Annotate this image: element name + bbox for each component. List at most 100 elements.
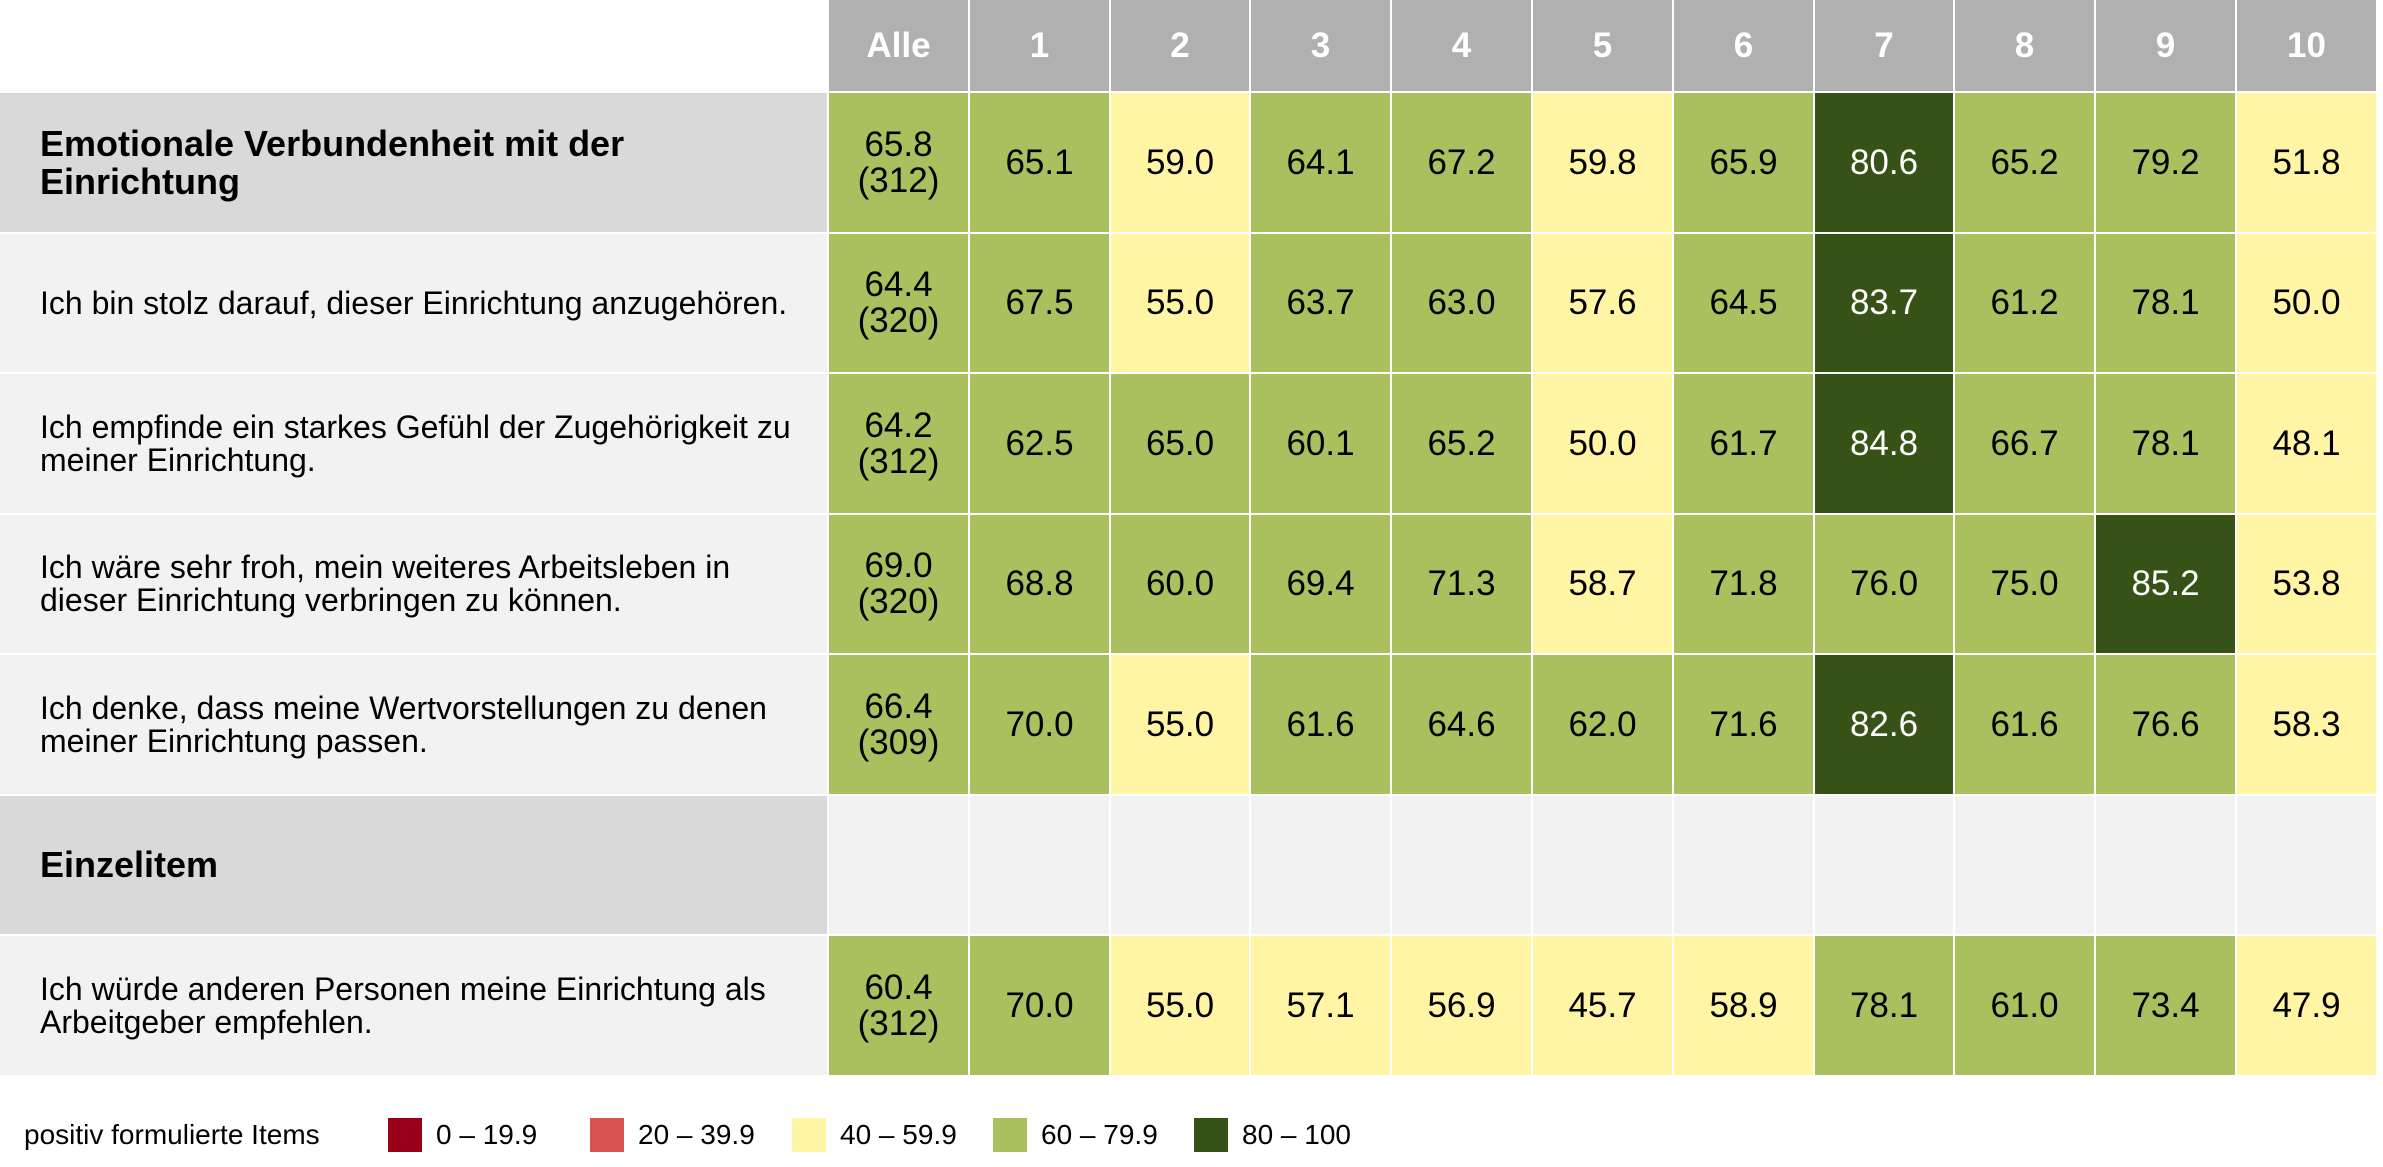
value-cell: 78.1 bbox=[1815, 936, 1953, 1075]
value-label: 62.0 bbox=[1568, 704, 1637, 744]
value-cell: 71.8 bbox=[1674, 515, 1813, 653]
value-cell: 60.4 (312) bbox=[829, 936, 968, 1075]
value-cell: 57.6 bbox=[1533, 234, 1672, 372]
color-legend bbox=[0, 1084, 2383, 1167]
row-label-text: Einzelitem bbox=[40, 844, 219, 885]
sample-size-label: (320) bbox=[857, 301, 940, 340]
value-cell: 71.3 bbox=[1392, 515, 1531, 653]
sample-size-label: (312) bbox=[857, 160, 940, 200]
value-label: 71.3 bbox=[1427, 564, 1496, 603]
value-label: 76.0 bbox=[1849, 564, 1919, 603]
value-label: 78.1 bbox=[1849, 985, 1919, 1025]
value-label: 75.0 bbox=[1990, 564, 2059, 603]
item-label: Ich empfinde ein starkes Gefühl der Zuge… bbox=[0, 374, 827, 513]
item-label: Ich denke, dass meine Wertvorstellungen … bbox=[0, 655, 827, 794]
value-label: 55.0 bbox=[1145, 704, 1215, 744]
value-cell: 61.6 bbox=[1251, 655, 1390, 794]
value-cell: 70.0 bbox=[970, 655, 1109, 794]
value-label: 84.8 bbox=[1849, 423, 1919, 463]
value-label: 69.0 bbox=[864, 546, 933, 585]
row-label-text: Ich wäre sehr froh, mein weiteres Arbeit… bbox=[40, 549, 731, 618]
value-label: 82.6 bbox=[1849, 704, 1919, 744]
value-label: 66.7 bbox=[1990, 423, 2059, 463]
value-label: 55.0 bbox=[1145, 283, 1215, 322]
value-cell: 83.7 bbox=[1815, 234, 1953, 372]
value-cell: 61.7 bbox=[1674, 374, 1813, 513]
value-label: 50.0 bbox=[2272, 283, 2341, 322]
value-cell: 53.8 bbox=[2237, 515, 2376, 653]
value-cell: 51.8 bbox=[2237, 93, 2376, 232]
empty-cell bbox=[970, 796, 1109, 934]
value-label: 73.4 bbox=[2131, 985, 2200, 1025]
value-label: 47.9 bbox=[2272, 985, 2341, 1025]
value-label: 60.4 bbox=[864, 967, 933, 1007]
value-label: 65.9 bbox=[1709, 142, 1778, 182]
value-label: 57.6 bbox=[1568, 283, 1637, 322]
value-cell: 58.7 bbox=[1533, 515, 1672, 653]
value-label: 56.9 bbox=[1427, 985, 1496, 1025]
value-label: 58.9 bbox=[1709, 985, 1778, 1025]
value-label: 70.0 bbox=[1005, 704, 1074, 744]
value-cell: 55.0 bbox=[1111, 234, 1249, 372]
value-label: 78.1 bbox=[2131, 283, 2200, 322]
value-cell: 66.4 (309) bbox=[829, 655, 968, 794]
column-header: 9 bbox=[2096, 0, 2235, 91]
sample-size-label: (312) bbox=[857, 1003, 940, 1043]
value-cell: 76.0 bbox=[1815, 515, 1953, 653]
value-cell: 65.9 bbox=[1674, 93, 1813, 232]
value-cell: 71.6 bbox=[1674, 655, 1813, 794]
legend-label: 40 – 59.9 bbox=[840, 1119, 957, 1150]
legend-swatch bbox=[993, 1118, 1027, 1152]
value-label: 61.7 bbox=[1709, 423, 1778, 463]
value-label: 48.1 bbox=[2272, 423, 2341, 463]
value-label: 61.6 bbox=[1990, 704, 2059, 744]
value-label: 83.7 bbox=[1849, 283, 1919, 322]
value-label: 65.0 bbox=[1145, 423, 1215, 463]
item-label: Ich würde anderen Personen meine Einrich… bbox=[0, 936, 827, 1075]
empty-cell bbox=[2237, 796, 2376, 934]
value-cell: 50.0 bbox=[2237, 234, 2376, 372]
column-header: 10 bbox=[2237, 0, 2376, 91]
value-cell: 65.8 (312) bbox=[829, 93, 968, 232]
value-label: 78.1 bbox=[2131, 423, 2200, 463]
value-label: 57.1 bbox=[1286, 985, 1355, 1025]
legend-title: positiv formulierte Items bbox=[24, 1119, 320, 1150]
value-label: 71.8 bbox=[1709, 564, 1778, 603]
value-cell: 65.2 bbox=[1955, 93, 2094, 232]
value-label: 65.1 bbox=[1005, 142, 1074, 182]
legend-label: 20 – 39.9 bbox=[638, 1119, 755, 1150]
value-cell: 47.9 bbox=[2237, 936, 2376, 1075]
value-cell: 69.4 bbox=[1251, 515, 1390, 653]
row-label-text: Ich denke, dass meine Wertvorstellungen … bbox=[40, 689, 767, 759]
value-cell: 69.0 (320) bbox=[829, 515, 968, 653]
column-header: 3 bbox=[1251, 0, 1390, 91]
value-cell: 84.8 bbox=[1815, 374, 1953, 513]
legend-swatch bbox=[1194, 1118, 1228, 1152]
value-label: 65.8 bbox=[864, 124, 933, 164]
value-cell: 62.0 bbox=[1533, 655, 1672, 794]
value-cell: 58.3 bbox=[2237, 655, 2376, 794]
row-label-text: Emotionale Verbundenheit mit der Einrich… bbox=[40, 122, 625, 202]
empty-cell bbox=[1815, 796, 1953, 934]
value-label: 64.1 bbox=[1286, 142, 1355, 182]
value-cell: 64.5 bbox=[1674, 234, 1813, 372]
value-cell: 48.1 bbox=[2237, 374, 2376, 513]
value-cell: 79.2 bbox=[2096, 93, 2235, 232]
value-cell: 65.2 bbox=[1392, 374, 1531, 513]
value-cell: 67.5 bbox=[970, 234, 1109, 372]
row-label-text: Ich bin stolz darauf, dieser Einrichtung… bbox=[40, 284, 788, 321]
value-cell: 76.6 bbox=[2096, 655, 2235, 794]
value-cell: 62.5 bbox=[970, 374, 1109, 513]
value-cell: 64.2 (312) bbox=[829, 374, 968, 513]
value-cell: 78.1 bbox=[2096, 374, 2235, 513]
value-cell: 65.1 bbox=[970, 93, 1109, 232]
column-header: 8 bbox=[1955, 0, 2094, 91]
empty-cell bbox=[1111, 796, 1249, 934]
value-cell: 59.8 bbox=[1533, 93, 1672, 232]
value-label: 69.4 bbox=[1286, 564, 1355, 603]
column-header: 1 bbox=[970, 0, 1109, 91]
value-cell: 58.9 bbox=[1674, 936, 1813, 1075]
value-cell: 63.7 bbox=[1251, 234, 1390, 372]
value-label: 65.2 bbox=[1427, 423, 1496, 463]
value-cell: 80.6 bbox=[1815, 93, 1953, 232]
